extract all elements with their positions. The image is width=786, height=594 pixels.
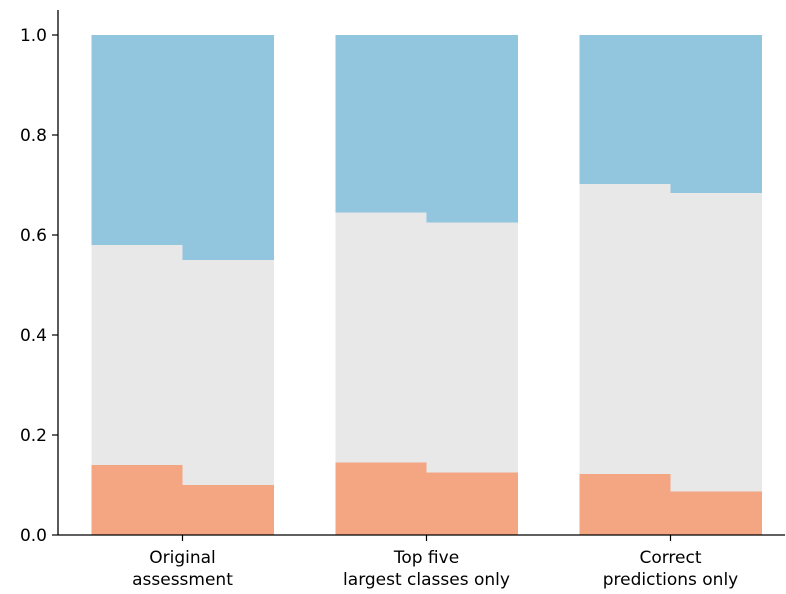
y-tick-label: 0.8 [20, 126, 47, 146]
y-tick-label: 1.0 [20, 26, 47, 46]
bar-segment-0-0-0 [91, 465, 183, 535]
y-tick-label: 0.0 [20, 526, 47, 546]
x-tick-label: Top five largest classes only [343, 548, 510, 590]
y-tick-label: 0.6 [20, 226, 47, 246]
bar-segment-0-1-1 [182, 260, 274, 485]
bar-segment-1-0-0 [335, 462, 427, 535]
bar-segment-1-1-0 [426, 472, 518, 535]
bar-segment-2-1-1 [670, 193, 762, 492]
bar-segment-0-1-0 [182, 485, 274, 535]
x-tick-label: Original assessment [132, 548, 233, 590]
bar-segment-2-0-0 [579, 474, 671, 535]
bar-segment-0-1-2 [182, 35, 274, 260]
bar-segment-0-0-2 [91, 35, 183, 245]
bar-segment-1-1-2 [426, 35, 518, 223]
bar-segment-2-0-2 [579, 35, 671, 184]
bar-segment-1-1-1 [426, 222, 518, 473]
bar-segment-2-0-1 [579, 184, 671, 474]
y-tick-label: 0.2 [20, 426, 47, 446]
y-axis: 0.0 0.2 0.4 0.6 0.8 1.0 [20, 10, 59, 546]
bar-segment-2-1-0 [670, 491, 762, 535]
bar-segment-2-1-2 [670, 35, 762, 193]
bar-segment-0-0-1 [91, 245, 183, 465]
bar-segment-1-0-2 [335, 35, 427, 213]
bars-group [91, 35, 762, 535]
x-axis: Original assessment Top five largest classe… [58, 534, 785, 590]
x-tick-label: Correct predictions only [603, 548, 739, 590]
y-tick-label: 0.4 [20, 326, 47, 346]
bar-segment-1-0-1 [335, 212, 427, 463]
